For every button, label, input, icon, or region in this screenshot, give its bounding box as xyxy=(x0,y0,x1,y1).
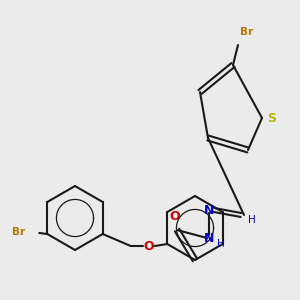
Text: S: S xyxy=(267,112,276,124)
Text: H: H xyxy=(248,215,256,225)
Text: Br: Br xyxy=(240,27,253,37)
Text: H: H xyxy=(217,239,225,249)
Text: N: N xyxy=(204,232,214,244)
Text: Br: Br xyxy=(12,227,25,237)
Text: O: O xyxy=(143,239,154,253)
Text: N: N xyxy=(204,203,214,217)
Text: O: O xyxy=(170,210,180,223)
